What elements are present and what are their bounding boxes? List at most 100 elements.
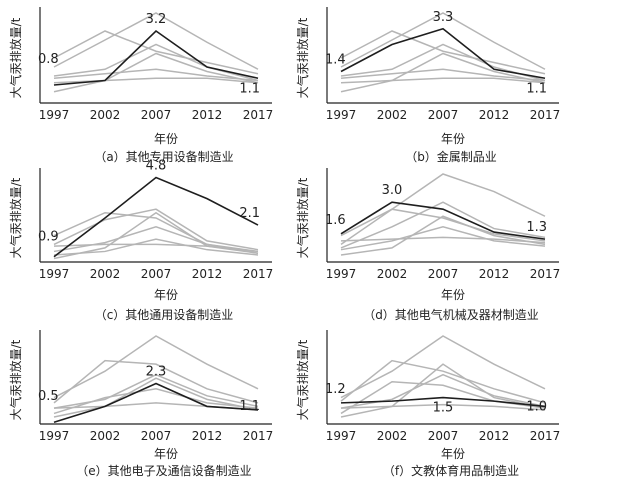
value-label: 0.8 <box>38 52 59 67</box>
background-series-line <box>340 173 546 237</box>
x-tick-label: 2007 <box>141 108 172 122</box>
x-tick-label: 2007 <box>141 429 172 443</box>
background-series-line <box>340 52 546 93</box>
y-axis-title: 大气汞排放量/t <box>8 17 23 98</box>
x-axis-title: 年份 <box>154 132 178 146</box>
highlight-series-line <box>53 29 259 86</box>
value-label: 2.1 <box>239 206 260 221</box>
y-axis-title: 大气汞排放量/t <box>295 177 310 258</box>
panel-c: 0.9 4.8 2.1 1997 2002 2007 2012 2017 年份 大气汞排放量/t （… <box>8 159 273 322</box>
x-tick-label: 2012 <box>192 108 223 122</box>
background-series-line <box>340 403 546 411</box>
background-series-line <box>53 211 259 260</box>
background-series-line <box>340 77 546 84</box>
x-tick-label: 2002 <box>90 108 121 122</box>
x-tick-label: 2017 <box>530 429 561 443</box>
value-label: 1.5 <box>433 401 454 416</box>
x-tick-label: 1997 <box>326 108 357 122</box>
highlight-series-line <box>340 396 546 408</box>
background-series-line <box>340 363 546 418</box>
value-label: 4.8 <box>146 159 167 174</box>
x-axis-title: 年份 <box>441 447 465 461</box>
value-label: 1.4 <box>325 53 346 68</box>
x-tick-label: 2002 <box>90 267 121 281</box>
x-tick-label: 2007 <box>141 267 172 281</box>
x-tick-label: 2007 <box>428 429 459 443</box>
background-series-line <box>53 335 259 399</box>
background-series-line <box>340 226 546 251</box>
background-series-line <box>53 12 259 70</box>
value-label: 3.2 <box>146 12 167 27</box>
background-series-line <box>53 377 259 418</box>
x-tick-label: 2012 <box>192 267 223 281</box>
x-tick-label: 2002 <box>90 429 121 443</box>
x-axis-title: 年份 <box>154 288 178 302</box>
panel-caption: （d）其他电气机械及器材制造业 <box>363 307 539 322</box>
value-label: 1.1 <box>239 81 260 96</box>
background-series-line <box>340 30 546 75</box>
panel-caption: （c）其他通用设备制造业 <box>95 308 234 322</box>
value-label: 1.3 <box>526 220 547 235</box>
x-axis-title: 年份 <box>154 447 178 461</box>
value-label: 1.0 <box>526 399 547 414</box>
y-axis-title: 大气汞排放量/t <box>295 17 310 98</box>
panel-caption: （a）其他专用设备制造业 <box>94 149 233 164</box>
value-label: 2.3 <box>146 365 167 380</box>
value-label: 1.1 <box>526 81 547 96</box>
background-series-line <box>340 359 546 404</box>
x-tick-label: 2012 <box>479 108 510 122</box>
panel-a: 0.8 3.2 1.1 1997 2002 2007 2012 2017 年份 大气汞排放量/t （… <box>8 7 273 164</box>
background-series-line <box>53 68 259 82</box>
x-tick-label: 1997 <box>326 267 357 281</box>
value-label: 1.6 <box>325 213 346 228</box>
x-tick-label: 2002 <box>377 267 408 281</box>
x-tick-label: 1997 <box>39 429 70 443</box>
x-tick-label: 2012 <box>479 429 510 443</box>
panel-caption: （f）文教体育用品制造业 <box>383 463 519 478</box>
background-series-line <box>340 208 546 246</box>
background-series-line <box>53 208 259 251</box>
x-tick-label: 2017 <box>243 267 274 281</box>
x-tick-label: 2002 <box>377 429 408 443</box>
x-tick-label: 2002 <box>377 108 408 122</box>
x-tick-label: 2012 <box>192 429 223 443</box>
x-tick-label: 1997 <box>326 429 357 443</box>
background-series-line <box>53 52 259 93</box>
value-label: 3.0 <box>382 183 403 198</box>
background-series-line <box>340 335 546 399</box>
x-tick-label: 2017 <box>530 267 561 281</box>
background-series-line <box>340 12 546 70</box>
highlight-series-line <box>53 176 259 258</box>
value-label: 0.5 <box>38 389 59 404</box>
background-series-line <box>340 236 546 244</box>
highlight-series-line <box>340 27 546 80</box>
background-series-line <box>340 68 546 82</box>
value-label: 1.1 <box>239 399 260 414</box>
x-tick-label: 1997 <box>39 267 70 281</box>
value-label: 1.2 <box>325 382 346 397</box>
background-series-line <box>53 30 259 75</box>
x-axis-title: 年份 <box>441 132 465 146</box>
panel-f: 1.2 1.5 1.0 1997 2002 2007 2012 2017 年份 大气汞排放量/t （… <box>295 330 560 478</box>
y-axis-title: 大气汞排放量/t <box>295 339 310 420</box>
x-tick-label: 2007 <box>428 108 459 122</box>
x-tick-label: 2017 <box>243 108 274 122</box>
value-label: 3.3 <box>433 10 454 25</box>
background-series-line <box>53 388 259 415</box>
background-series-line <box>53 226 259 254</box>
panel-b: 1.4 3.3 1.1 1997 2002 2007 2012 2017 年份 大气汞排放量/t （… <box>295 7 560 164</box>
panel-caption: （e）其他电子及通信设备制造业 <box>76 464 251 478</box>
background-series-line <box>340 215 546 256</box>
y-axis-title: 大气汞排放量/t <box>8 177 23 258</box>
x-tick-label: 2017 <box>530 108 561 122</box>
x-tick-label: 2017 <box>243 429 274 443</box>
background-series-line <box>53 238 259 256</box>
panel-caption: （b）金属制品业 <box>405 149 497 164</box>
value-label: 0.9 <box>38 230 59 245</box>
x-tick-label: 2007 <box>428 267 459 281</box>
highlight-series-line <box>53 382 259 424</box>
x-axis-title: 年份 <box>441 288 465 302</box>
highlight-series-line <box>340 201 546 240</box>
background-series-line <box>340 201 546 249</box>
